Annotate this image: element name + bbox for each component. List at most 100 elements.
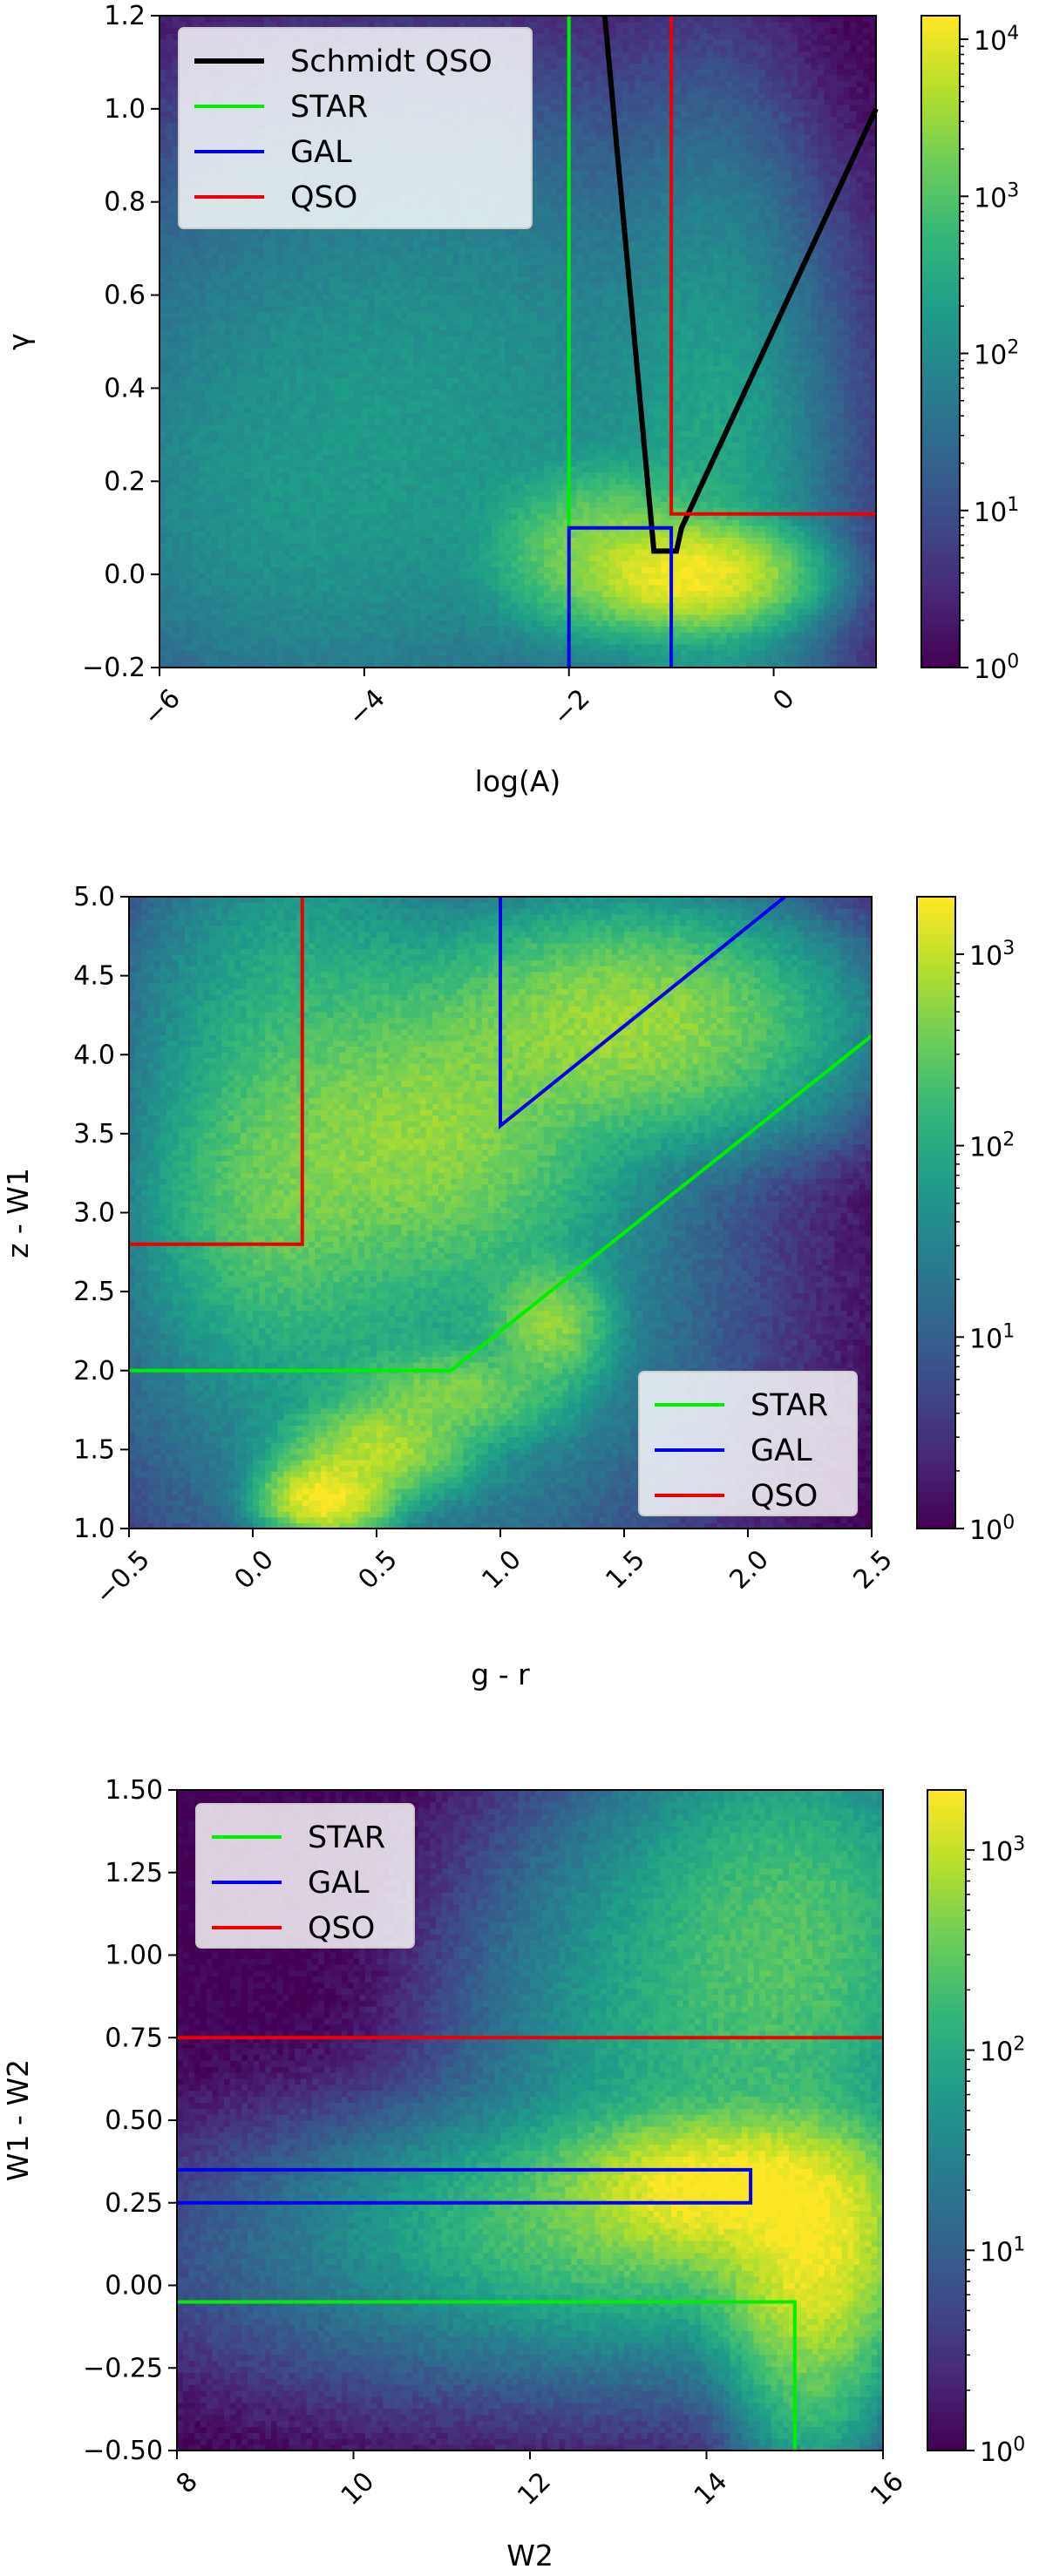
- heatmap-cell: [530, 513, 539, 520]
- heatmap-cell: [621, 424, 629, 431]
- heatmap-cell: [713, 430, 721, 437]
- heatmap-cell: [837, 661, 845, 668]
- heatmap-cell: [706, 406, 714, 414]
- heatmap-cell: [329, 543, 336, 550]
- heatmap-cell: [843, 513, 851, 520]
- heatmap-cell: [231, 525, 239, 532]
- heatmap-cell: [576, 460, 584, 467]
- heatmap-cell: [211, 554, 219, 562]
- heatmap-cell: [518, 549, 526, 556]
- heatmap-cell: [804, 573, 812, 580]
- heatmap-cell: [505, 649, 513, 656]
- heatmap-cell: [869, 649, 877, 656]
- heatmap-cell: [739, 560, 747, 567]
- heatmap-cell: [595, 478, 603, 485]
- heatmap-cell: [472, 531, 479, 538]
- heatmap-cell: [837, 549, 845, 556]
- heatmap-cell: [295, 460, 303, 467]
- heatmap-cell: [257, 560, 265, 567]
- heatmap-cell: [771, 412, 779, 419]
- heatmap-cell: [413, 406, 421, 414]
- heatmap-cell: [205, 596, 213, 603]
- heatmap-cell: [674, 643, 682, 651]
- heatmap-cell: [758, 590, 766, 597]
- heatmap-cell: [706, 643, 714, 651]
- heatmap-cell: [706, 584, 714, 592]
- heatmap-cell: [621, 430, 629, 437]
- heatmap-cell: [648, 454, 655, 461]
- heatmap-cell: [830, 554, 838, 562]
- heatmap-cell: [843, 418, 851, 425]
- heatmap-cell: [445, 620, 453, 627]
- heatmap-cell: [778, 454, 785, 461]
- heatmap-cell: [745, 537, 753, 544]
- heatmap-cell: [406, 554, 415, 562]
- heatmap-cell: [465, 620, 473, 627]
- heatmap-cell: [485, 579, 492, 586]
- heatmap-cell: [387, 608, 395, 615]
- heatmap-cell: [244, 638, 252, 645]
- heatmap-cell: [615, 573, 623, 580]
- heatmap-cell: [784, 507, 792, 514]
- heatmap-cell: [381, 626, 389, 633]
- heatmap-cell: [237, 626, 245, 633]
- heatmap-cell: [830, 424, 838, 431]
- heatmap-cell: [811, 501, 818, 508]
- heatmap-cell: [764, 430, 773, 437]
- heatmap-cell: [674, 430, 682, 437]
- heatmap-cell: [192, 418, 200, 425]
- heatmap-cell: [628, 519, 636, 526]
- heatmap-cell: [160, 613, 167, 621]
- heatmap-cell: [400, 596, 408, 603]
- heatmap-cell: [355, 448, 363, 455]
- heatmap-cell: [231, 490, 239, 497]
- heatmap-cell: [719, 620, 727, 627]
- heatmap-cell: [856, 584, 864, 592]
- heatmap-cell: [791, 430, 798, 437]
- heatmap-cell: [445, 395, 453, 402]
- heatmap-cell: [556, 519, 564, 526]
- heatmap-cell: [335, 412, 343, 419]
- heatmap-cell: [276, 566, 284, 573]
- heatmap-cell: [817, 643, 825, 651]
- heatmap-cell: [426, 649, 434, 656]
- heatmap-cell: [406, 661, 415, 668]
- heatmap-cell: [413, 620, 421, 627]
- heatmap-cell: [419, 554, 427, 562]
- heatmap-cell: [661, 560, 669, 567]
- heatmap-cell: [739, 643, 747, 651]
- heatmap-cell: [387, 560, 395, 567]
- heatmap-cell: [843, 543, 851, 550]
- heatmap-cell: [674, 513, 682, 520]
- heatmap-cell: [355, 613, 363, 621]
- heatmap-cell: [824, 436, 832, 444]
- heatmap-cell: [224, 507, 232, 514]
- heatmap-cell: [537, 401, 545, 408]
- heatmap-cell: [798, 584, 805, 592]
- heatmap-cell: [706, 590, 714, 597]
- heatmap-cell: [869, 507, 877, 514]
- heatmap-cell: [492, 465, 499, 473]
- heatmap-cell: [621, 584, 629, 592]
- heatmap-cell: [282, 442, 291, 449]
- heatmap-cell: [850, 406, 858, 414]
- heatmap-cell: [576, 608, 584, 615]
- heatmap-cell: [524, 638, 532, 645]
- heatmap-cell: [485, 501, 492, 508]
- heatmap-cell: [804, 430, 812, 437]
- heatmap-cell: [211, 632, 219, 639]
- heatmap-cell: [732, 655, 740, 662]
- heatmap-cell: [237, 632, 245, 639]
- heatmap-cell: [706, 573, 714, 580]
- heatmap-cell: [537, 430, 545, 437]
- heatmap-cell: [205, 501, 213, 508]
- heatmap-cell: [387, 590, 395, 597]
- heatmap-cell: [752, 471, 760, 478]
- heatmap-cell: [381, 465, 389, 473]
- heatmap-cell: [791, 531, 798, 538]
- heatmap-cell: [726, 519, 734, 526]
- heatmap-cell: [804, 638, 812, 645]
- heatmap-cell: [342, 566, 350, 573]
- heatmap-cell: [713, 573, 721, 580]
- heatmap-cell: [511, 501, 519, 508]
